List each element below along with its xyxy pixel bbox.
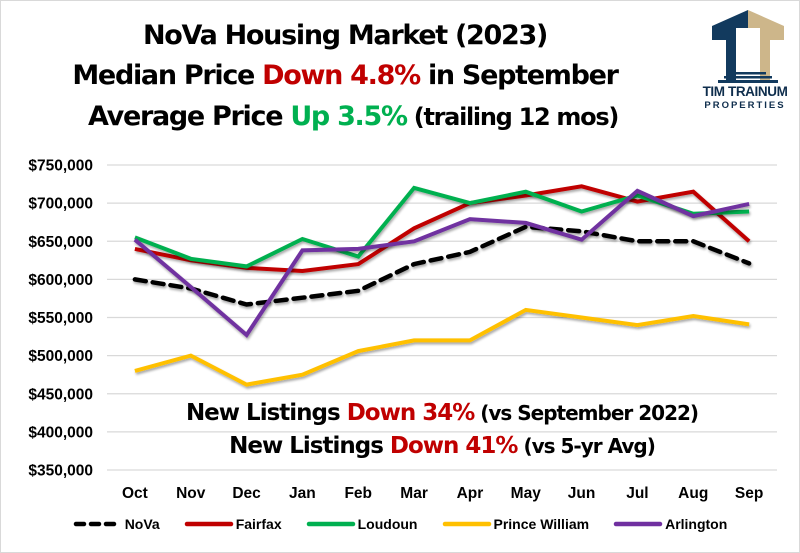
y-tick-label: $650,000 (28, 234, 93, 251)
subtitle-median: Median Price Down 4.8% in September (0, 60, 690, 91)
new-listings-annotation-yoy: New Listings Down 34% (vs September 2022… (107, 400, 777, 426)
x-tick-label: Mar (400, 485, 428, 502)
subtitle-average-suffix: (trailing 12 mos) (406, 103, 619, 131)
logo-subname: PROPERTIES (704, 100, 786, 111)
legend-swatch-icon (442, 521, 491, 527)
company-logo-icon (712, 10, 784, 83)
x-tick-label: Dec (232, 485, 261, 502)
x-tick-label: Sep (735, 485, 763, 502)
subtitle-median-prefix: Median Price (72, 60, 263, 91)
series-line-arlington (133, 188, 750, 338)
y-tick-label: $500,000 (28, 348, 93, 365)
x-tick-label: Jan (289, 485, 316, 502)
y-tick-label: $350,000 (28, 463, 93, 480)
legend-label: Loudoun (357, 516, 418, 532)
y-tick-label: $400,000 (28, 424, 93, 441)
legend-swatch-icon (73, 521, 122, 527)
y-tick-label: $600,000 (28, 272, 93, 289)
legend-label: Prince William (493, 516, 590, 532)
x-tick-label: Nov (176, 485, 206, 502)
x-tick-label: May (511, 485, 542, 502)
x-tick-label: Feb (344, 485, 372, 502)
subtitle-average: Average Price Up 3.5% (trailing 12 mos) (8, 101, 698, 132)
y-tick-label: $750,000 (28, 158, 93, 175)
title-line-1: NoVa Housing Market (2023) (142, 20, 548, 51)
x-tick-label: Oct (122, 485, 148, 502)
legend-swatch-icon (184, 521, 233, 527)
x-tick-label: Apr (457, 485, 484, 502)
legend-item-nova: NoVa (73, 516, 160, 532)
new-listings-annotation-5yr: New Listings Down 41% (vs 5-yr Avg) (107, 433, 777, 459)
y-tick-label: $700,000 (28, 196, 93, 213)
series-line-prince-william (134, 307, 750, 387)
series-line-nova (132, 224, 752, 307)
subtitle-average-highlight: Up 3.5% (290, 101, 408, 132)
annotation-1-suffix: (vs September 2022) (474, 401, 699, 425)
annotation-2-highlight: Down 41% (389, 433, 519, 459)
annotation-1-highlight: Down 34% (346, 400, 476, 426)
legend-swatch-icon (306, 521, 355, 527)
legend-item-fairfax: Fairfax (184, 516, 282, 532)
legend-label: NoVa (124, 516, 160, 532)
annotation-2-prefix: New Listings (229, 433, 390, 459)
annotation-1-prefix: New Listings (185, 400, 347, 426)
series-line-loudoun (134, 185, 750, 269)
subtitle-average-prefix: Average Price (88, 101, 291, 132)
x-tick-label: Jun (568, 485, 596, 502)
annotation-2-suffix: (vs 5-yr Avg) (517, 434, 655, 458)
subtitle-median-suffix: in September (419, 60, 619, 91)
chart-legend: NoVa Fairfax Loudoun Prince William Arlingto… (0, 516, 800, 532)
legend-item-prince-william: Prince William (442, 516, 590, 532)
legend-swatch-icon (613, 521, 663, 527)
legend-label: Arlington (665, 516, 728, 532)
x-tick-label: Jul (626, 485, 648, 502)
y-tick-label: $550,000 (28, 310, 93, 327)
legend-label: Fairfax (235, 516, 282, 532)
subtitle-median-highlight: Down 4.8% (262, 60, 421, 91)
legend-item-arlington: Arlington (613, 516, 727, 532)
y-tick-label: $450,000 (28, 386, 93, 403)
x-tick-label: Aug (678, 485, 708, 502)
legend-item-loudoun: Loudoun (306, 516, 418, 532)
logo-name: TIM TRAINUM (702, 84, 788, 99)
chart-title: NoVa Housing Market (2023) (0, 20, 690, 51)
